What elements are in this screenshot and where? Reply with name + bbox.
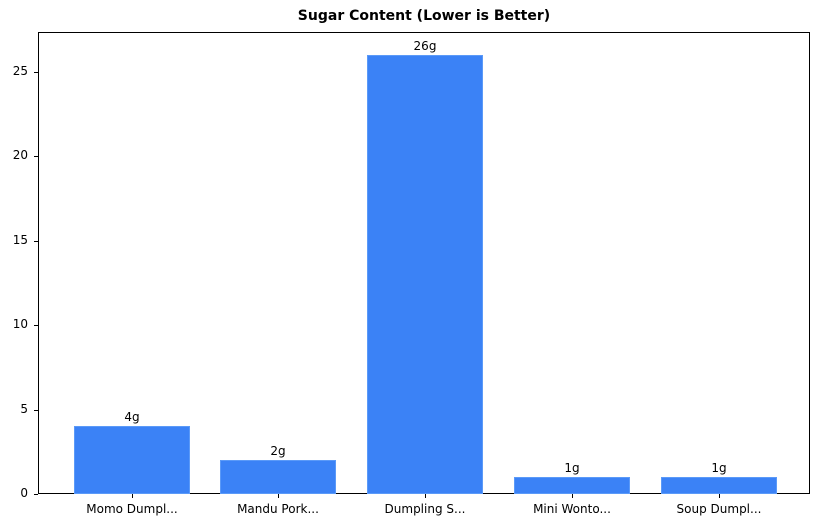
x-tick [719,494,720,498]
y-tick-label: 10 [12,317,28,332]
bar-value-label: 2g [270,444,286,459]
bar [367,55,483,494]
y-tick-label: 20 [12,148,28,163]
x-tick-label: Momo Dumpl... [86,502,178,516]
x-tick-label: Mini Wonto... [533,502,611,516]
y-tick-label: 5 [20,401,28,416]
bar-value-label: 26g [413,39,437,54]
bar-value-label: 4g [124,410,140,425]
bar [514,477,630,494]
x-tick [278,494,279,498]
bar [220,460,336,494]
y-tick-label: 15 [12,232,28,247]
x-tick [132,494,133,498]
chart-title: Sugar Content (Lower is Better) [297,8,551,24]
bar [661,477,777,494]
bar [74,426,190,494]
x-tick [425,494,426,498]
x-tick-label: Dumpling S... [384,502,466,516]
y-tick-label: 25 [12,64,28,78]
bar-value-label: 1g [564,461,580,476]
x-tick [572,494,573,498]
x-tick-label: Mandu Pork... [237,502,319,516]
x-tick-label: Soup Dumpl... [676,502,762,516]
y-tick-label: 0 [20,486,28,500]
bar-value-label: 1g [711,461,727,476]
